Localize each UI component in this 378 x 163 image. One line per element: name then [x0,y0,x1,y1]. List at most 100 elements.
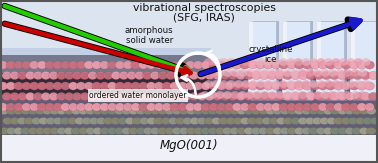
Ellipse shape [35,127,45,135]
Ellipse shape [170,103,180,111]
Ellipse shape [316,127,326,135]
Ellipse shape [279,61,288,69]
Ellipse shape [247,117,257,125]
Ellipse shape [326,82,335,90]
Ellipse shape [154,103,164,111]
Ellipse shape [10,71,19,80]
Ellipse shape [306,71,316,80]
Bar [350,21,378,99]
Ellipse shape [238,91,247,99]
Ellipse shape [139,82,148,90]
Ellipse shape [119,92,129,101]
Ellipse shape [226,58,235,66]
Ellipse shape [131,82,140,90]
Ellipse shape [310,82,320,90]
Ellipse shape [313,91,322,99]
Ellipse shape [211,80,220,88]
Ellipse shape [253,69,262,77]
Ellipse shape [49,92,58,101]
Ellipse shape [302,103,312,111]
Ellipse shape [265,107,275,115]
Ellipse shape [89,117,99,125]
Ellipse shape [355,117,365,125]
Text: crystalline
ice: crystalline ice [248,45,293,64]
Bar [248,21,276,99]
Ellipse shape [309,80,318,88]
Ellipse shape [306,92,316,101]
Ellipse shape [339,58,348,66]
Ellipse shape [0,61,8,69]
Ellipse shape [53,117,63,125]
Ellipse shape [369,71,378,80]
Ellipse shape [357,82,367,90]
Ellipse shape [111,92,121,101]
Ellipse shape [231,69,240,77]
Ellipse shape [309,107,319,115]
Ellipse shape [18,71,27,80]
Ellipse shape [201,61,211,69]
Ellipse shape [291,71,300,80]
Ellipse shape [259,71,269,80]
Text: ordered water monolayer: ordered water monolayer [89,91,187,100]
Ellipse shape [3,117,12,125]
Ellipse shape [251,127,261,135]
Ellipse shape [154,117,164,125]
Ellipse shape [162,61,172,69]
Bar [248,21,253,99]
Ellipse shape [37,61,47,69]
Ellipse shape [24,117,34,125]
Ellipse shape [178,82,187,90]
Ellipse shape [251,107,261,115]
Ellipse shape [204,58,213,66]
Ellipse shape [139,103,148,111]
Ellipse shape [265,127,275,135]
Ellipse shape [287,127,297,135]
Ellipse shape [322,92,332,101]
Ellipse shape [96,71,105,80]
Ellipse shape [357,103,367,111]
Ellipse shape [276,69,285,77]
Ellipse shape [201,127,211,135]
Ellipse shape [361,80,370,88]
Ellipse shape [244,107,254,115]
Bar [350,21,355,99]
Ellipse shape [45,82,54,90]
Ellipse shape [21,127,31,135]
Ellipse shape [263,82,273,90]
Ellipse shape [321,91,330,99]
Ellipse shape [256,82,265,90]
Ellipse shape [335,91,345,99]
Ellipse shape [99,61,109,69]
Ellipse shape [28,107,38,115]
Ellipse shape [115,82,125,90]
Ellipse shape [107,61,117,69]
Ellipse shape [215,91,225,99]
Ellipse shape [158,127,167,135]
Ellipse shape [158,92,167,101]
Ellipse shape [345,127,355,135]
Ellipse shape [53,82,62,90]
Ellipse shape [290,91,299,99]
Ellipse shape [248,82,257,90]
Ellipse shape [197,117,207,125]
Ellipse shape [72,92,82,101]
Ellipse shape [242,80,251,88]
Ellipse shape [118,117,128,125]
Ellipse shape [147,117,156,125]
Ellipse shape [37,82,47,90]
Ellipse shape [245,91,254,99]
Ellipse shape [99,103,109,111]
Ellipse shape [280,127,290,135]
Ellipse shape [222,107,232,115]
Ellipse shape [279,58,288,66]
Ellipse shape [302,82,312,90]
Ellipse shape [318,103,328,111]
Ellipse shape [41,92,51,101]
Ellipse shape [41,71,51,80]
Ellipse shape [88,92,98,101]
Ellipse shape [349,103,359,111]
Ellipse shape [129,127,139,135]
Ellipse shape [50,127,59,135]
Ellipse shape [240,103,249,111]
Ellipse shape [263,61,273,69]
